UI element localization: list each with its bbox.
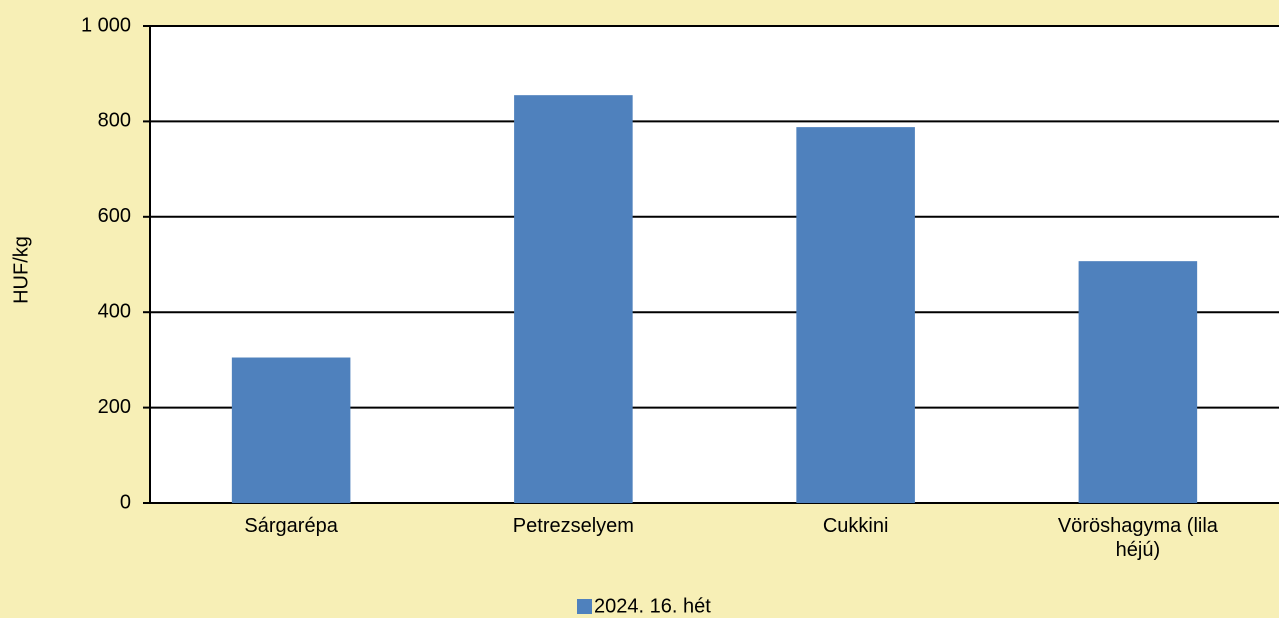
y-tick-label: 0 <box>120 491 131 513</box>
bar <box>796 127 915 504</box>
y-tick-label: 1 000 <box>81 14 131 36</box>
y-tick-label: 400 <box>98 300 131 322</box>
x-tick-label: Sárgarépa <box>244 515 338 537</box>
y-tick-label: 800 <box>98 110 131 132</box>
legend-label: 2024. 16. hét <box>594 595 711 617</box>
y-tick-label: 600 <box>98 205 131 227</box>
y-tick-label: 200 <box>98 396 131 418</box>
x-tick-label: Cukkini <box>822 515 889 537</box>
x-tick-label: Vöröshagyma (lila héjú) <box>1057 515 1218 561</box>
x-tick-label: Petrezselyem <box>512 515 634 537</box>
bar <box>514 95 633 503</box>
legend-swatch <box>577 599 592 614</box>
bar <box>1078 261 1198 503</box>
y-axis-label: HUF/kg <box>10 236 32 304</box>
bar <box>231 357 351 503</box>
